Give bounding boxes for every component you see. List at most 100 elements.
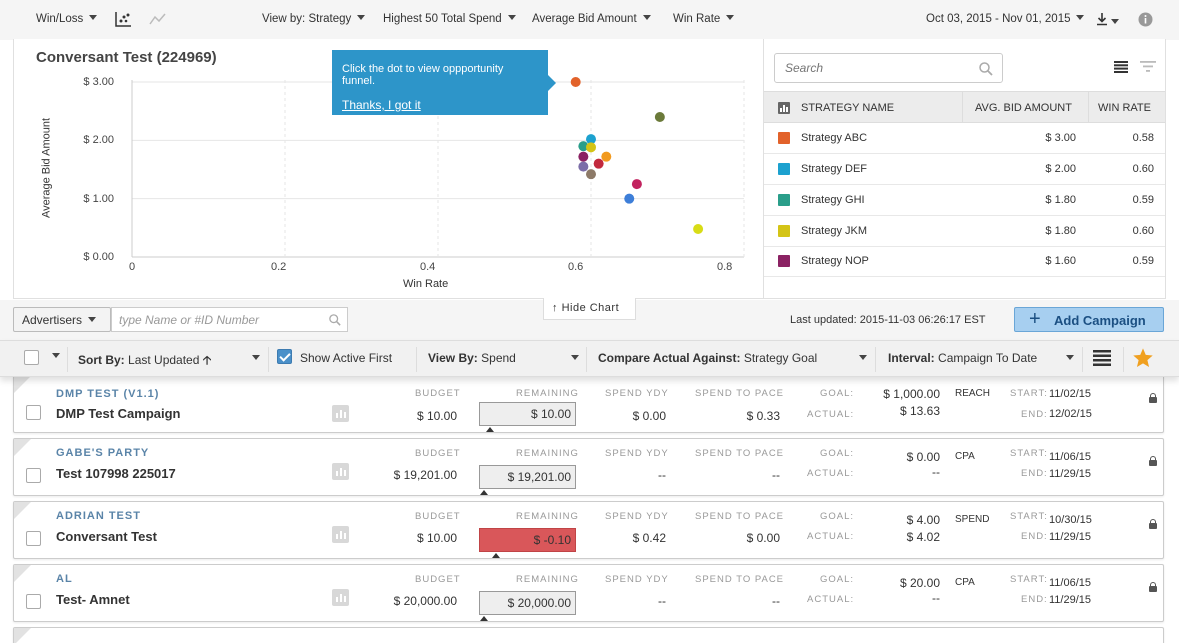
data-point[interactable] [601,151,612,162]
chevron-down-icon [89,15,98,20]
goal-type: CPA [955,577,975,588]
filter-icon[interactable] [1140,61,1156,76]
campaign-card[interactable]: DMP TEST (V1.1) DMP Test Campaign BUDGET… [13,375,1164,433]
date-range-picker[interactable]: Oct 03, 2015 - Nov 01, 2015 [926,13,1085,25]
campaign-card[interactable]: ADRIAN TEST Conversant Test BUDGET $ 10.… [13,501,1164,559]
strategy-row[interactable]: Strategy GHI $ 1.80 0.59 [764,185,1165,216]
pace-marker [480,490,488,495]
x-metric-dropdown[interactable]: Win Rate [673,13,735,25]
info-icon[interactable] [1138,12,1153,30]
lock-icon [1149,519,1157,529]
strategy-name: Strategy NOP [801,255,869,267]
show-active-checkbox[interactable] [277,349,292,364]
view-by-dropdown[interactable]: View by: Strategy [262,13,366,25]
bar-chart-icon[interactable] [332,589,349,606]
col-header-win-rate[interactable]: WIN RATE [1098,102,1151,114]
col-header-strategy-name[interactable]: STRATEGY NAME [801,102,895,114]
campaign-card[interactable]: GABE'S PARTY Test 107998 225017 BUDGET $… [13,438,1164,496]
data-point[interactable] [578,151,589,162]
strategy-row[interactable]: Strategy NOP $ 1.60 0.59 [764,246,1165,277]
strategy-row[interactable]: Strategy DEF $ 2.00 0.60 [764,154,1165,185]
data-point[interactable] [586,134,596,145]
x-metric-label: Win Rate [673,13,721,25]
data-point[interactable] [586,169,596,180]
bar-chart-icon[interactable] [332,526,349,543]
campaign-checkbox[interactable] [26,531,41,546]
advertiser-search-input[interactable]: type Name or #ID Number [111,307,348,332]
strategy-name: Strategy GHI [801,194,865,206]
bar-chart-icon[interactable] [332,405,349,422]
campaign-checkbox[interactable] [26,405,41,420]
campaign-name[interactable]: Test- Amnet [56,592,130,607]
campaign-name[interactable]: DMP Test Campaign [56,406,181,421]
x-tick-label: 0.8 [717,261,733,273]
search-input[interactable] [775,54,965,82]
actual-value: $ 4.02 [906,530,940,544]
start-date: 11/06/15 [1049,577,1092,589]
compare-caret[interactable] [853,351,867,365]
view-by-spend-dropdown[interactable]: View By: Spend [428,351,516,365]
tooltip-dismiss-link[interactable]: Thanks, I got it [342,98,421,112]
campaign-checkbox[interactable] [26,468,41,483]
column-divider [962,92,963,122]
chevron-down-icon [1111,19,1119,24]
data-point[interactable] [654,112,665,122]
campaign-checkbox[interactable] [26,594,41,609]
download-button[interactable] [1096,12,1119,29]
win-loss-dropdown[interactable]: Win/Loss [36,13,98,25]
list-view-icon[interactable] [1114,61,1128,76]
chevron-down-icon [642,15,651,20]
interval-caret[interactable] [1060,351,1074,365]
data-point[interactable] [578,141,589,152]
spend-to-pace-header: SPEND TO PACE [695,574,785,585]
advertiser-name[interactable]: GABE'S PARTY [56,447,150,459]
bulk-actions-dropdown[interactable] [46,349,60,363]
star-icon[interactable] [1132,347,1154,372]
campaign-name[interactable]: Conversant Test [56,529,157,544]
data-point[interactable] [586,142,596,153]
hide-chart-toggle[interactable]: ↑ Hide Chart [543,298,636,320]
interval-dropdown[interactable]: Interval: Campaign To Date [888,351,1037,365]
x-axis-label: Win Rate [403,278,449,290]
sort-by-dropdown[interactable]: Sort By: Last Updated 🡡 [78,351,211,372]
advertisers-dropdown[interactable]: Advertisers [13,307,111,332]
line-chart-icon[interactable] [149,11,166,30]
sort-direction-dropdown[interactable] [246,351,260,365]
highest-spend-dropdown[interactable]: Highest 50 Total Spend [383,13,516,25]
strategy-row[interactable]: Strategy JKM $ 1.80 0.60 [764,216,1165,247]
strategy-search[interactable] [774,53,1003,83]
data-point[interactable] [631,179,642,190]
add-campaign-button[interactable]: + Add Campaign [1014,307,1164,332]
card-corner [14,376,31,393]
data-point[interactable] [593,158,604,169]
y-tick-label: $ 3.00 [83,76,114,88]
bar-chart-icon [778,255,790,267]
list-view-icon[interactable] [1093,350,1111,369]
select-all-checkbox[interactable] [24,350,39,368]
strategy-row[interactable]: Strategy ABC $ 3.00 0.58 [764,123,1165,154]
y-metric-dropdown[interactable]: Average Bid Amount [532,13,651,25]
sort-by-value: Last Updated [128,353,200,367]
goal-value: $ 20.00 [899,576,940,590]
view-by-caret[interactable] [565,351,579,365]
campaign-card[interactable]: AL Test- Amnet BUDGET $ 20,000.00 REMAIN… [13,564,1164,622]
x-tick-label: 0.2 [271,261,287,273]
column-divider [1088,92,1089,122]
campaign-card-partial[interactable] [13,627,1164,643]
strategy-bid: $ 1.80 [1045,225,1076,237]
data-point[interactable] [578,161,589,172]
scatter-chart-icon[interactable] [115,11,132,30]
data-point[interactable] [693,224,704,234]
advertiser-name[interactable]: AL [56,573,73,585]
data-point[interactable] [624,193,635,204]
bar-chart-icon[interactable] [332,463,349,480]
plus-icon: + [1029,308,1041,330]
compare-label: Compare Actual Against: [598,351,741,365]
col-header-avg-bid[interactable]: AVG. BID AMOUNT [975,102,1072,114]
compare-dropdown[interactable]: Compare Actual Against: Strategy Goal [598,351,817,365]
advertiser-name[interactable]: DMP TEST (V1.1) [56,388,160,400]
advertiser-name[interactable]: ADRIAN TEST [56,510,141,522]
data-point[interactable] [570,77,581,87]
campaign-name[interactable]: Test 107998 225017 [56,466,176,481]
advertiser-search-placeholder: type Name or #ID Number [119,313,260,327]
